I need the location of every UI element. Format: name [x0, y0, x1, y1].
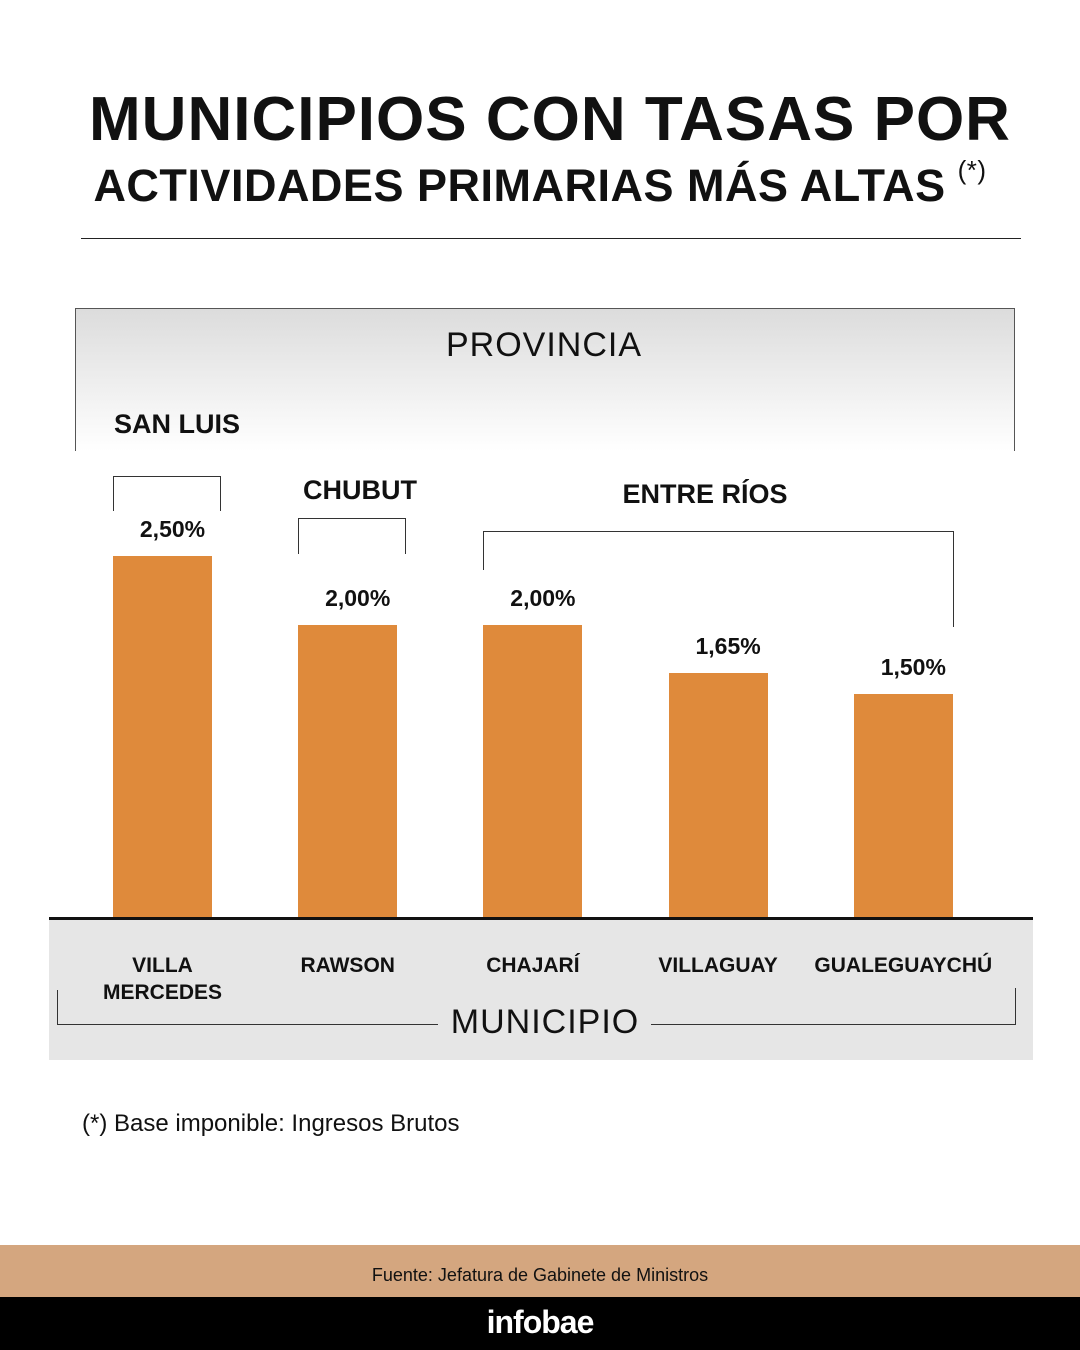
bar-1 — [298, 625, 398, 918]
municipio-bracket-left-end — [57, 990, 58, 1025]
value-label-1: 2,00% — [325, 585, 391, 611]
footnote: (*) Base imponible: Ingresos Brutos — [82, 1110, 460, 1137]
title-separator — [81, 238, 1021, 239]
title-line-2: ACTIVIDADES PRIMARIAS MÁS ALTAS (*) — [0, 155, 1080, 212]
baseline — [49, 917, 1033, 920]
group-bracket-chubut — [298, 518, 406, 554]
x-axis-label: MUNICIPIO — [450, 1003, 640, 1041]
infobae-logo: infobae — [0, 1297, 1080, 1350]
value-label-4: 1,50% — [880, 654, 946, 680]
title-line-1: MUNICIPIOS CON TASAS POR — [89, 85, 1011, 154]
municipio-bracket-left — [57, 1024, 438, 1025]
group-label-chubut: CHUBUT — [303, 475, 417, 505]
bar-4 — [853, 694, 953, 918]
municipio-bracket-right-end — [1015, 988, 1016, 1025]
title-text: ACTIVIDADES PRIMARIAS MÁS ALTAS — [93, 160, 946, 211]
municipio-panel — [49, 920, 1033, 1060]
value-label-0: 2,50% — [139, 516, 206, 542]
provincia-panel — [75, 308, 1015, 451]
group-label-entre-rios: ENTRE RÍOS — [622, 479, 788, 509]
bar-0 — [113, 556, 212, 918]
source: Fuente: Jefatura de Gabinete de Ministro… — [0, 1245, 1080, 1297]
group-label-san-luis: SAN LUIS — [113, 409, 240, 439]
bar-3 — [668, 673, 768, 918]
municipio-bracket-right — [651, 1024, 1015, 1025]
group-bracket-entre-rios-left — [483, 531, 484, 570]
title-footnote-mark: (*) — [957, 155, 987, 185]
category-label-3: VILLAGUAY — [658, 954, 778, 977]
group-bracket-entre-rios-right — [953, 531, 954, 627]
value-label-3: 1,65% — [695, 633, 761, 660]
category-label-1: RAWSON — [300, 954, 395, 977]
bar-2 — [483, 625, 583, 918]
category-label-4: GUALEGUAYCHÚ — [814, 954, 993, 977]
category-label-0: VILLA MERCEDES — [102, 954, 223, 1004]
category-label-2: CHAJARÍ — [486, 954, 580, 977]
group-bracket-san-luis — [113, 476, 221, 511]
value-label-2: 2,00% — [510, 585, 576, 611]
provincia-label: PROVINCIA — [445, 326, 643, 364]
group-bracket-entre-rios — [483, 531, 953, 532]
